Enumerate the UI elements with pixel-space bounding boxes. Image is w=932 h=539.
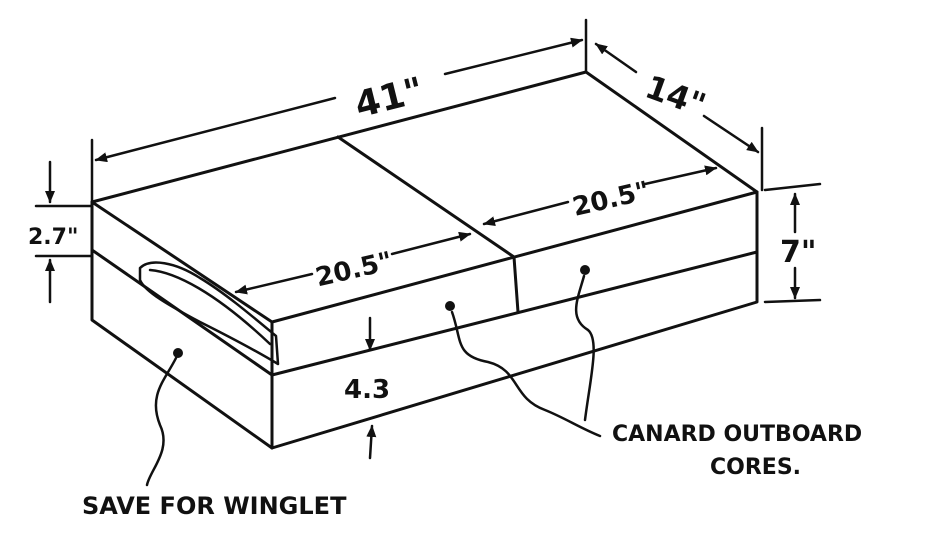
block-front-face xyxy=(270,190,759,450)
canard-leader-dot-1 xyxy=(445,301,455,311)
dim-2-7-label: 2.7" xyxy=(28,225,78,250)
canard-leader-line-2 xyxy=(574,274,595,422)
winglet-callout: SAVE FOR WINGLET xyxy=(82,492,347,520)
winglet-leader-line xyxy=(145,356,178,487)
canard-callout-line2: CORES. xyxy=(710,455,801,480)
dim-20-5-front: 20.5" xyxy=(234,231,472,295)
dim-4-3-label: 4.3 xyxy=(344,375,390,405)
layer-split-front xyxy=(270,250,759,377)
winglet-airfoil-inner xyxy=(148,268,272,346)
dim-7-label: 7" xyxy=(780,235,817,270)
winglet-airfoil-shape xyxy=(138,261,280,366)
canard-leader-dot-2 xyxy=(580,265,590,275)
top-face-divider xyxy=(336,135,516,259)
dim-20-5-back-label: 20.5" xyxy=(570,176,652,223)
canard-leader-line-1 xyxy=(450,310,602,438)
dim-20-5-back: 20.5" xyxy=(482,165,718,227)
dim-2-7-top-layer: 2.7" xyxy=(28,160,94,304)
front-layer-divider xyxy=(512,255,520,314)
dim-41-length: 41" xyxy=(90,18,588,204)
leaders xyxy=(145,265,602,487)
foam-block xyxy=(90,70,759,450)
block-left-face xyxy=(90,200,274,450)
dim-4-3-bottom-layer: 4.3 xyxy=(344,316,390,460)
winglet-leader-dot xyxy=(173,348,183,358)
dim-14-depth: 14" xyxy=(594,42,764,192)
dim-7-height: 7" xyxy=(763,182,822,304)
canard-callout-line1: CANARD OUTBOARD xyxy=(612,422,862,447)
dim-20-5-front-label: 20.5" xyxy=(313,247,395,294)
